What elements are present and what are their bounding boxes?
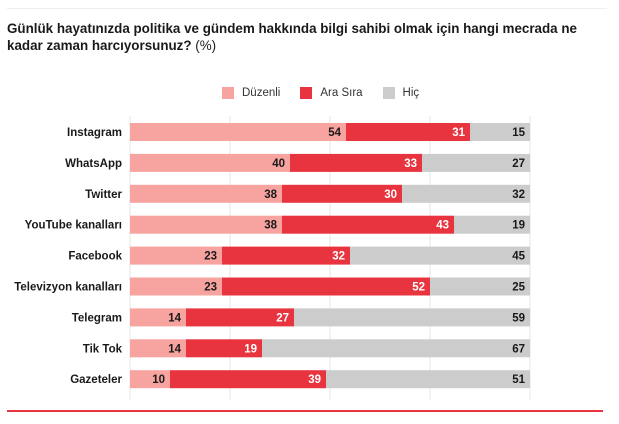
data-label-hic: 67 (512, 343, 525, 355)
data-label-ara-sira: 31 (452, 127, 465, 139)
bar-segment-ara-sira (170, 370, 326, 389)
bar-segment-hic (470, 123, 530, 141)
bar-row: WhatsApp 40 33 27 (65, 153, 530, 172)
bar-segment-duzenli (130, 246, 222, 265)
data-label-ara-sira: 19 (244, 343, 257, 355)
data-label-hic: 25 (512, 282, 525, 294)
bar-segment-ara-sira (186, 339, 262, 358)
data-label-ara-sira: 39 (308, 374, 321, 386)
legend-swatch-ara-sira (300, 87, 313, 99)
bar-segment-hic (262, 339, 530, 358)
legend-swatch-duzenli (222, 87, 234, 99)
category-label: Facebook (68, 251, 122, 263)
data-label-ara-sira: 33 (404, 158, 417, 170)
bottom-rule (7, 410, 603, 412)
legend-label-ara-sira: Ara Sıra (320, 87, 363, 99)
chart-title-text: Günlük hayatınızda politika ve gündem ha… (7, 21, 577, 53)
bar-row: Tik Tok 14 19 67 (83, 339, 530, 358)
data-label-hic: 19 (512, 220, 525, 232)
data-label-hic: 15 (512, 127, 525, 139)
data-label-ara-sira: 27 (276, 312, 289, 324)
legend-item-duzenli: Düzenli (222, 87, 280, 99)
top-rule (7, 8, 607, 9)
data-label-duzenli: 10 (152, 374, 165, 386)
chart-title: Günlük hayatınızda politika ve gündem ha… (7, 20, 612, 54)
data-label-hic: 27 (512, 158, 525, 170)
bar-segment-duzenli (130, 184, 282, 203)
bar-row: YouTube kanalları 38 43 19 (25, 215, 530, 234)
bar-segment-ara-sira (346, 123, 470, 141)
bar-segment-hic (430, 277, 530, 296)
chart-title-unit: (%) (195, 38, 217, 53)
data-label-ara-sira: 52 (412, 282, 425, 294)
bar-row: Gazeteler 10 39 51 (70, 370, 530, 389)
legend-item-ara-sira: Ara Sıra (300, 87, 363, 99)
data-label-hic: 51 (512, 374, 525, 386)
legend-item-hic: Hiç (382, 87, 420, 99)
data-label-duzenli: 14 (168, 343, 181, 355)
bar-segment-ara-sira (222, 246, 350, 265)
data-label-ara-sira: 43 (436, 220, 449, 232)
data-label-hic: 59 (512, 312, 525, 324)
data-label-duzenli: 14 (168, 312, 181, 324)
data-label-hic: 32 (512, 189, 525, 201)
category-label: Instagram (67, 127, 122, 139)
bar-segment-duzenli (130, 277, 222, 296)
bar-row: Televizyon kanalları 23 52 25 (14, 277, 530, 296)
bar-segment-duzenli (130, 308, 186, 327)
category-label: Gazeteler (70, 374, 122, 386)
data-label-ara-sira: 30 (384, 189, 397, 201)
bar-row: Twitter 38 30 32 (85, 184, 530, 203)
bar-segment-hic (350, 246, 530, 265)
chart-legend: Düzenli Ara Sıra Hiç (222, 86, 439, 100)
bar-segment-ara-sira (290, 153, 422, 172)
bar-segment-duzenli (130, 370, 170, 389)
bar-segment-ara-sira (186, 308, 294, 327)
bar-segment-duzenli (130, 339, 186, 358)
legend-swatch-hic (382, 87, 395, 99)
bar-segment-duzenli (130, 153, 290, 172)
bar-segment-hic (402, 184, 530, 203)
bar-segment-hic (326, 370, 530, 389)
bar-segment-duzenli (130, 215, 282, 234)
legend-label-duzenli: Düzenli (242, 87, 281, 99)
category-label: WhatsApp (65, 158, 122, 170)
data-label-duzenli: 54 (328, 127, 341, 139)
category-label: Televizyon kanalları (14, 282, 122, 294)
bar-segment-ara-sira (282, 184, 402, 203)
category-label: Telegram (72, 312, 122, 324)
category-label: Tik Tok (83, 343, 123, 355)
data-label-duzenli: 23 (204, 251, 217, 263)
bar-row: Instagram 54 31 15 (67, 123, 530, 141)
data-label-duzenli: 38 (264, 220, 277, 232)
category-label: Twitter (85, 189, 122, 201)
data-label-ara-sira: 32 (332, 251, 345, 263)
bar-row: Facebook 23 32 45 (68, 246, 530, 265)
bar-segment-duzenli (130, 123, 346, 141)
data-label-duzenli: 38 (264, 189, 277, 201)
legend-label-hic: Hiç (402, 87, 420, 99)
bar-segment-hic (422, 153, 530, 172)
data-label-duzenli: 23 (204, 282, 217, 294)
category-label: YouTube kanalları (25, 220, 122, 232)
data-label-hic: 45 (512, 251, 525, 263)
bar-row: Telegram 14 27 59 (72, 308, 530, 327)
bar-segment-ara-sira (282, 215, 454, 234)
bar-segment-ara-sira (222, 277, 430, 296)
data-label-duzenli: 40 (272, 158, 285, 170)
bar-segment-hic (294, 308, 530, 327)
bar-segment-hic (454, 215, 530, 234)
